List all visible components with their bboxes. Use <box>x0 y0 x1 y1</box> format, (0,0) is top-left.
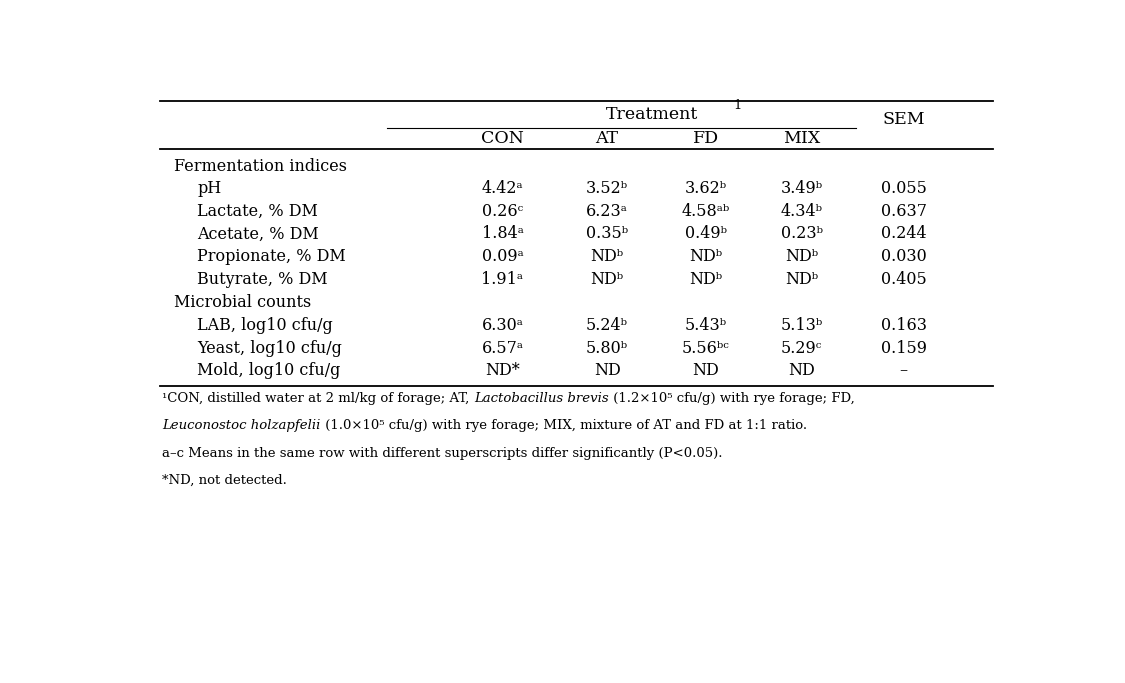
Text: Butyrate, % DM: Butyrate, % DM <box>197 270 327 288</box>
Text: 5.43ᵇ: 5.43ᵇ <box>684 317 727 334</box>
Text: 6.57ᵃ: 6.57ᵃ <box>482 339 523 357</box>
Text: 6.23ᵃ: 6.23ᵃ <box>586 203 628 220</box>
Text: NDᵇ: NDᵇ <box>591 270 623 288</box>
Text: 0.055: 0.055 <box>881 180 927 197</box>
Text: 0.405: 0.405 <box>881 270 926 288</box>
Text: Treatment: Treatment <box>606 106 699 123</box>
Text: 0.35ᵇ: 0.35ᵇ <box>586 225 628 242</box>
Text: (1.2×10⁵ cfu/g) with rye forage; FD,: (1.2×10⁵ cfu/g) with rye forage; FD, <box>609 392 854 405</box>
Text: 4.58ᵃᵇ: 4.58ᵃᵇ <box>682 203 730 220</box>
Text: 4.42ᵃ: 4.42ᵃ <box>482 180 523 197</box>
Text: 5.13ᵇ: 5.13ᵇ <box>781 317 822 334</box>
Text: SEM: SEM <box>882 111 925 128</box>
Text: 1: 1 <box>734 98 741 111</box>
Text: ND: ND <box>594 362 621 379</box>
Text: NDᵇ: NDᵇ <box>688 248 722 265</box>
Text: 5.24ᵇ: 5.24ᵇ <box>586 317 628 334</box>
Text: NDᵇ: NDᵇ <box>785 248 818 265</box>
Text: ND: ND <box>692 362 719 379</box>
Text: Mold, log10 cfu/g: Mold, log10 cfu/g <box>197 362 341 379</box>
Text: AT: AT <box>595 130 619 147</box>
Text: 1.84ᵃ: 1.84ᵃ <box>482 225 523 242</box>
Text: 0.244: 0.244 <box>881 225 926 242</box>
Text: MIX: MIX <box>783 130 820 147</box>
Text: Yeast, log10 cfu/g: Yeast, log10 cfu/g <box>197 339 342 357</box>
Text: Lactobacillus brevis: Lactobacillus brevis <box>474 392 609 405</box>
Text: NDᵇ: NDᵇ <box>785 270 818 288</box>
Text: 3.62ᵇ: 3.62ᵇ <box>684 180 727 197</box>
Text: 0.23ᵇ: 0.23ᵇ <box>781 225 822 242</box>
Text: NDᵇ: NDᵇ <box>688 270 722 288</box>
Text: *ND, not detected.: *ND, not detected. <box>162 474 287 487</box>
Text: pH: pH <box>197 180 222 197</box>
Text: Leuconostoc holzapfelii: Leuconostoc holzapfelii <box>162 419 321 432</box>
Text: NDᵇ: NDᵇ <box>591 248 623 265</box>
Text: 3.49ᵇ: 3.49ᵇ <box>781 180 822 197</box>
Text: 0.26ᶜ: 0.26ᶜ <box>482 203 523 220</box>
Text: 5.80ᵇ: 5.80ᵇ <box>586 339 628 357</box>
Text: LAB, log10 cfu/g: LAB, log10 cfu/g <box>197 317 333 334</box>
Text: –: – <box>900 362 908 379</box>
Text: 0.09ᵃ: 0.09ᵃ <box>482 248 523 265</box>
Text: 0.163: 0.163 <box>881 317 927 334</box>
Text: CON: CON <box>482 130 524 147</box>
Text: FD: FD <box>693 130 719 147</box>
Text: 0.159: 0.159 <box>881 339 927 357</box>
Text: ¹CON, distilled water at 2 ml/kg of forage; AT,: ¹CON, distilled water at 2 ml/kg of fora… <box>162 392 474 405</box>
Text: Lactate, % DM: Lactate, % DM <box>197 203 318 220</box>
Text: Microbial counts: Microbial counts <box>173 294 310 311</box>
Text: 0.637: 0.637 <box>881 203 927 220</box>
Text: 3.52ᵇ: 3.52ᵇ <box>586 180 628 197</box>
Text: 6.30ᵃ: 6.30ᵃ <box>482 317 523 334</box>
Text: ND: ND <box>789 362 814 379</box>
Text: ND*: ND* <box>485 362 520 379</box>
Text: 5.56ᵇᶜ: 5.56ᵇᶜ <box>682 339 729 357</box>
Text: 0.030: 0.030 <box>881 248 926 265</box>
Text: 5.29ᶜ: 5.29ᶜ <box>781 339 822 357</box>
Text: 1.91ᵃ: 1.91ᵃ <box>482 270 523 288</box>
Text: Fermentation indices: Fermentation indices <box>173 158 346 175</box>
Text: 0.49ᵇ: 0.49ᵇ <box>685 225 727 242</box>
Text: Propionate, % DM: Propionate, % DM <box>197 248 346 265</box>
Text: 4.34ᵇ: 4.34ᵇ <box>781 203 822 220</box>
Text: a–c Means in the same row with different superscripts differ significantly (P<0.: a–c Means in the same row with different… <box>162 447 723 460</box>
Text: Acetate, % DM: Acetate, % DM <box>197 225 320 242</box>
Text: (1.0×10⁵ cfu/g) with rye forage; MIX, mixture of AT and FD at 1:1 ratio.: (1.0×10⁵ cfu/g) with rye forage; MIX, mi… <box>321 419 807 432</box>
